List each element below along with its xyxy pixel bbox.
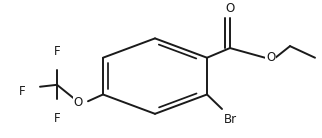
Text: F: F [19,85,26,98]
Text: Br: Br [224,113,237,126]
Text: F: F [54,45,60,58]
Text: O: O [225,2,235,15]
Text: O: O [266,51,275,64]
Text: O: O [74,96,83,109]
Text: F: F [54,112,60,125]
